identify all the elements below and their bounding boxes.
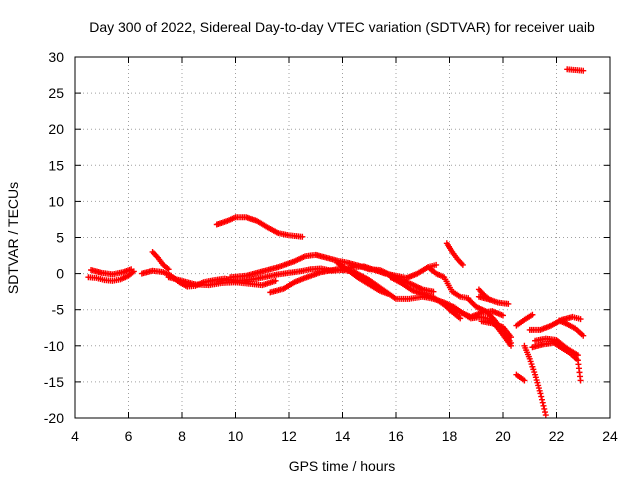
data-point [538,396,545,403]
data-point [541,405,548,412]
data-point [580,332,587,339]
series-track-g [334,259,391,297]
y-tick-label: -20 [44,410,64,426]
series-track-j [425,264,472,302]
y-tick-label: 30 [48,49,64,65]
x-tick-label: 14 [335,428,351,444]
data-point [580,67,587,74]
data-point [577,316,584,323]
data-point [539,399,546,406]
data-point [538,393,545,400]
axis-ticks [74,56,611,419]
data-point [529,311,536,318]
x-tick-label: 24 [602,428,618,444]
data-point [299,233,306,240]
x-tick-label: 18 [442,428,458,444]
y-tick-label: 20 [48,121,64,137]
y-tick-label: -5 [52,302,65,318]
data-point [508,334,515,341]
data-point [272,277,279,284]
data-point [521,377,528,384]
data-point [459,261,466,268]
data-point [430,288,437,295]
x-tick-label: 22 [549,428,565,444]
y-axis-label: SDTVAR / TECUs [5,182,21,294]
x-tick-label: 12 [281,428,297,444]
series-track-i [443,240,466,268]
y-tick-label: 5 [56,230,64,246]
data-point [577,377,584,384]
data-point [542,409,549,416]
y-tick-labels: 30 25 20 15 10 5 0 -5 -10 -15 -20 [44,49,64,426]
data-point [457,315,464,322]
y-tick-label: 15 [48,157,64,173]
data-point [574,352,581,359]
x-tick-labels: 4 6 8 10 12 14 16 18 20 22 24 [71,428,618,444]
y-tick-label: -10 [44,338,64,354]
data-point [505,300,512,307]
plot-frame [74,56,611,419]
data-point [508,339,515,346]
x-tick-label: 4 [71,428,79,444]
series-track-m [475,293,512,307]
series-track-b-lower [165,274,279,289]
data-point [384,290,391,297]
series-track-u [532,335,581,359]
x-tick-label: 16 [388,428,404,444]
series-track-c [149,248,172,273]
y-tick-label: -15 [44,374,64,390]
grid-lines [75,57,610,418]
y-tick-label: 10 [48,193,64,209]
data-point [542,412,549,419]
series-track-a-upper [88,266,135,278]
data-marks [85,66,587,419]
series-track-n [478,318,515,341]
x-tick-label: 8 [178,428,186,444]
series-track-v [556,317,587,339]
data-point [165,266,172,273]
data-point [128,266,135,273]
x-axis-label: GPS time / hours [289,458,396,474]
series-track-o [475,286,493,303]
x-tick-label: 10 [228,428,244,444]
data-point [486,296,493,303]
data-point [500,312,506,319]
series-track-d [213,214,306,240]
series-track-w [564,66,587,74]
chart-title: Day 300 of 2022, Sidereal Day-to-day VTE… [89,19,595,35]
series-track-h [387,274,464,322]
series-track-q [513,311,536,329]
y-tick-label: 25 [48,85,64,101]
x-tick-label: 20 [495,428,511,444]
data-point [537,390,544,397]
y-tick-label: 0 [56,266,64,282]
data-point [540,402,547,409]
data-point [433,261,440,268]
x-tick-label: 6 [125,428,133,444]
series-track-r [521,342,549,419]
series-track-p [513,371,528,384]
